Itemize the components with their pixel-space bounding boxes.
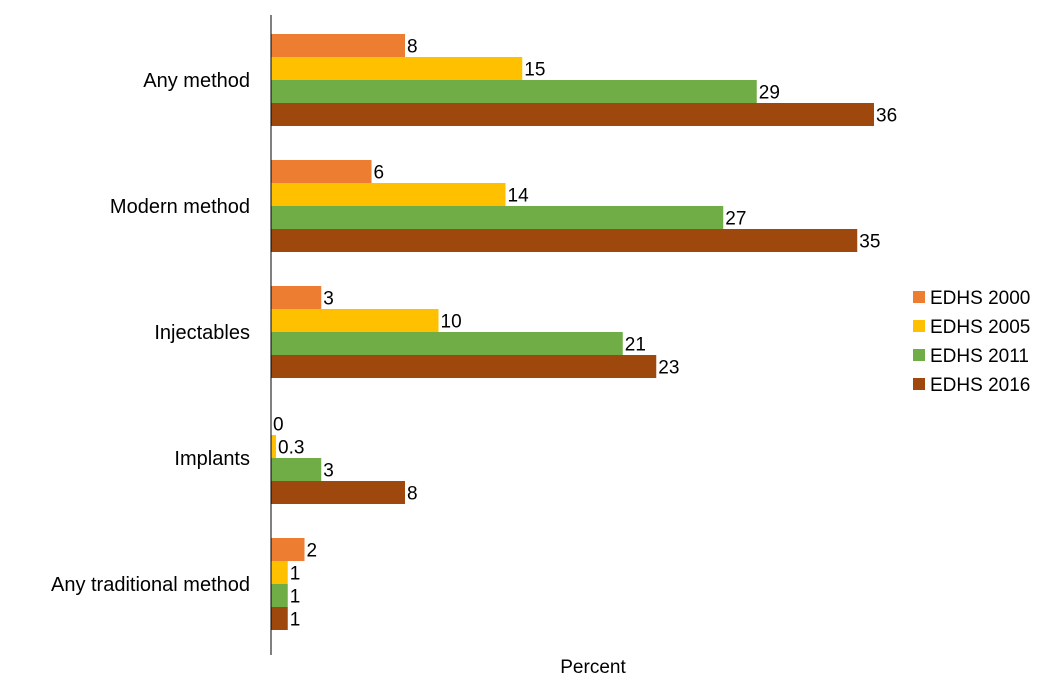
bar-injectables-edhs-2005 — [271, 309, 439, 332]
bar-injectables-edhs-2016 — [271, 355, 657, 378]
legend-swatch — [913, 349, 925, 361]
category-labels: Any method Modern method Injectables Implan… — [51, 70, 250, 596]
bar-injectables-edhs-2000 — [271, 286, 322, 309]
data-label: 2 — [307, 541, 318, 562]
data-label: 8 — [407, 37, 418, 58]
legend-entry: EDHS 2016 — [930, 375, 1030, 396]
bar-modern-method-edhs-2005 — [271, 183, 506, 206]
bar-any-traditional-method-edhs-2016 — [271, 607, 288, 630]
data-label: 6 — [374, 163, 385, 184]
data-label: 10 — [441, 312, 462, 333]
data-label: 35 — [859, 232, 880, 253]
data-label: 36 — [876, 106, 897, 127]
data-label: 14 — [508, 186, 530, 207]
data-label: 0 — [273, 415, 284, 436]
bar-any-traditional-method-edhs-2000 — [271, 538, 305, 561]
category-label: Any method — [143, 70, 250, 92]
bar-any-traditional-method-edhs-2011 — [271, 584, 288, 607]
legend-swatch — [913, 320, 925, 332]
bar-any-method-edhs-2011 — [271, 80, 757, 103]
data-label: 3 — [323, 289, 334, 310]
data-label: 21 — [625, 335, 646, 356]
legend-entry: EDHS 2000 — [930, 288, 1030, 309]
bars-layer — [271, 34, 874, 630]
data-label: 1 — [290, 564, 301, 585]
category-label: Modern method — [110, 196, 250, 218]
bar-any-method-edhs-2016 — [271, 103, 874, 126]
legend: EDHS 2000 EDHS 2005 EDHS 2011 EDHS 2016 — [913, 288, 1030, 396]
x-axis-title: Percent — [560, 657, 626, 677]
data-label: 29 — [759, 83, 780, 104]
data-label: 8 — [407, 484, 418, 505]
data-label: 0.3 — [278, 438, 304, 459]
data-label: 27 — [725, 209, 746, 230]
bar-implants-edhs-2005 — [271, 435, 277, 458]
legend-entry: EDHS 2005 — [930, 317, 1030, 338]
bar-modern-method-edhs-2011 — [271, 206, 724, 229]
category-label: Injectables — [154, 322, 250, 344]
legend-swatch — [913, 378, 925, 390]
data-label: 23 — [658, 358, 679, 379]
bar-implants-edhs-2016 — [271, 481, 405, 504]
bar-injectables-edhs-2011 — [271, 332, 623, 355]
data-label: 3 — [323, 461, 334, 482]
bar-any-traditional-method-edhs-2005 — [271, 561, 288, 584]
bar-any-method-edhs-2000 — [271, 34, 405, 57]
legend-entry: EDHS 2011 — [930, 346, 1029, 367]
legend-swatch — [913, 291, 925, 303]
data-label: 15 — [524, 60, 545, 81]
bar-modern-method-edhs-2016 — [271, 229, 858, 252]
category-label: Implants — [174, 448, 250, 470]
data-label: 1 — [290, 587, 301, 608]
bar-any-method-edhs-2005 — [271, 57, 523, 80]
bar-implants-edhs-2011 — [271, 458, 322, 481]
data-label: 1 — [290, 610, 301, 631]
category-label: Any traditional method — [51, 574, 250, 596]
bar-modern-method-edhs-2000 — [271, 160, 372, 183]
